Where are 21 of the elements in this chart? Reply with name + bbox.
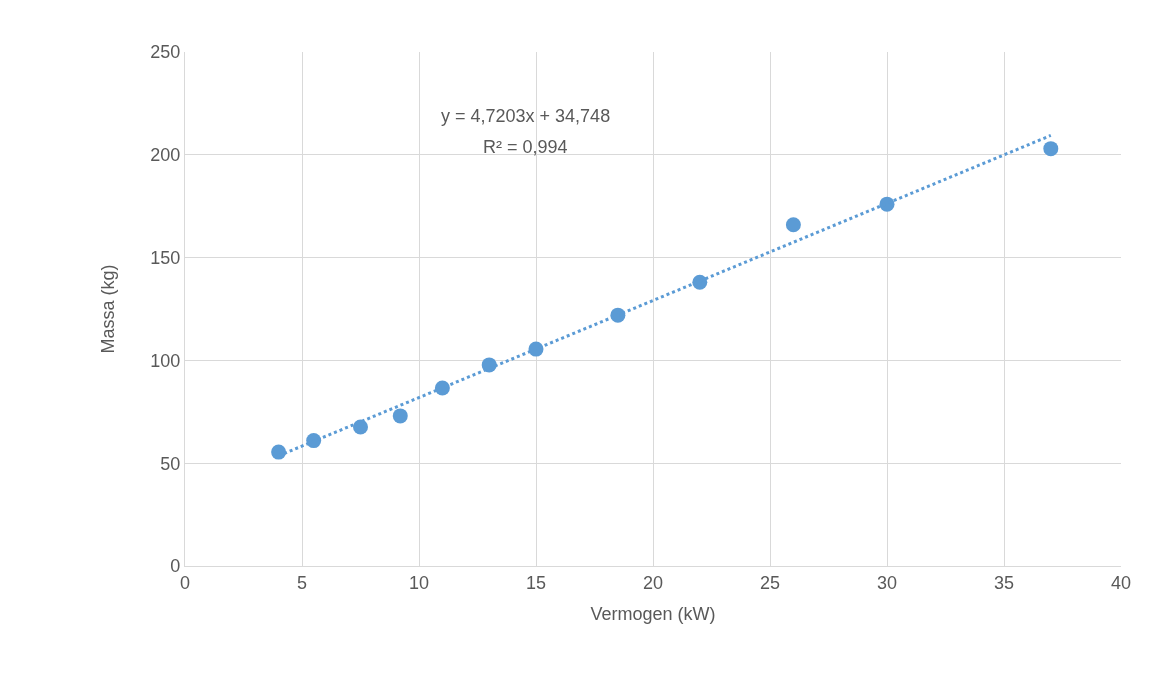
- y-axis-title: Massa (kg): [98, 264, 119, 354]
- x-tick-label: 40: [1110, 572, 1132, 593]
- x-tick-label: 25: [759, 572, 781, 593]
- point: [1043, 141, 1059, 157]
- annotation: R² = 0,994: [483, 137, 568, 157]
- y-tick-label: 200: [150, 145, 181, 166]
- y-tick-label: 0: [170, 556, 181, 577]
- x-tick-label: 5: [296, 572, 308, 593]
- x-tick-label: 20: [642, 572, 664, 593]
- point: [392, 408, 408, 424]
- y-tick-label: 100: [150, 350, 181, 371]
- x-tick-label: 35: [993, 572, 1015, 593]
- x-tick-label: 15: [525, 572, 547, 593]
- y-tick-label: 50: [160, 453, 181, 474]
- x-axis-title: Vermogen (kW): [590, 603, 716, 624]
- x-tick-label: 30: [876, 572, 898, 593]
- y-tick-label: 150: [150, 247, 181, 268]
- annotation: y = 4,7203x + 34,748: [441, 106, 611, 126]
- point: [785, 217, 801, 233]
- x-tick-label: 10: [408, 572, 430, 593]
- y-tick-label: 250: [150, 42, 181, 63]
